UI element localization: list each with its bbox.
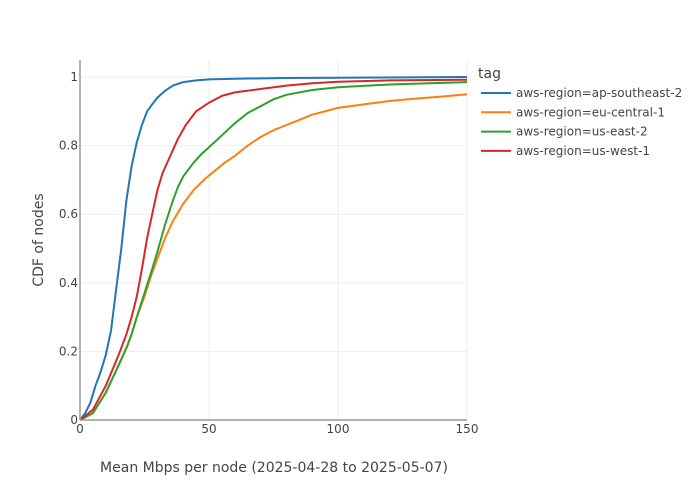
legend: tag aws-region=ap-southeast-2 aws-region=… (478, 66, 682, 158)
series-lines (79, 76, 468, 421)
series-line-ap-southeast-2 (79, 76, 468, 421)
y-tick-label: 0.6 (59, 207, 78, 221)
x-tick-label: 50 (201, 422, 216, 436)
x-axis-title: Mean Mbps per node (2025-04-28 to 2025-0… (100, 460, 448, 476)
y-tick-label: 0.2 (59, 344, 78, 358)
tick-labels: 0 50 100 150 0 0.2 0.4 0.6 0.8 1 (59, 70, 479, 436)
y-tick-label: 0.8 (59, 139, 78, 153)
series-line-us-east-2 (79, 81, 468, 421)
legend-item-label[interactable]: aws-region=ap-southeast-2 (516, 86, 682, 100)
series-line-us-west-1 (79, 78, 468, 421)
y-tick-label: 0 (70, 413, 78, 427)
gridlines (80, 60, 468, 420)
legend-item-label[interactable]: aws-region=us-east-2 (516, 125, 648, 139)
legend-item-label[interactable]: aws-region=eu-central-1 (516, 105, 665, 119)
x-tick-label: 100 (327, 422, 350, 436)
legend-item-label[interactable]: aws-region=us-west-1 (516, 144, 650, 158)
y-axis-title: CDF of nodes (31, 193, 47, 286)
series-line-eu-central-1 (79, 93, 468, 421)
x-tick-label: 150 (456, 422, 479, 436)
y-tick-label: 1 (70, 70, 78, 84)
legend-title: tag (478, 66, 501, 82)
x-tick-label: 0 (76, 422, 84, 436)
y-tick-label: 0.4 (59, 276, 78, 290)
